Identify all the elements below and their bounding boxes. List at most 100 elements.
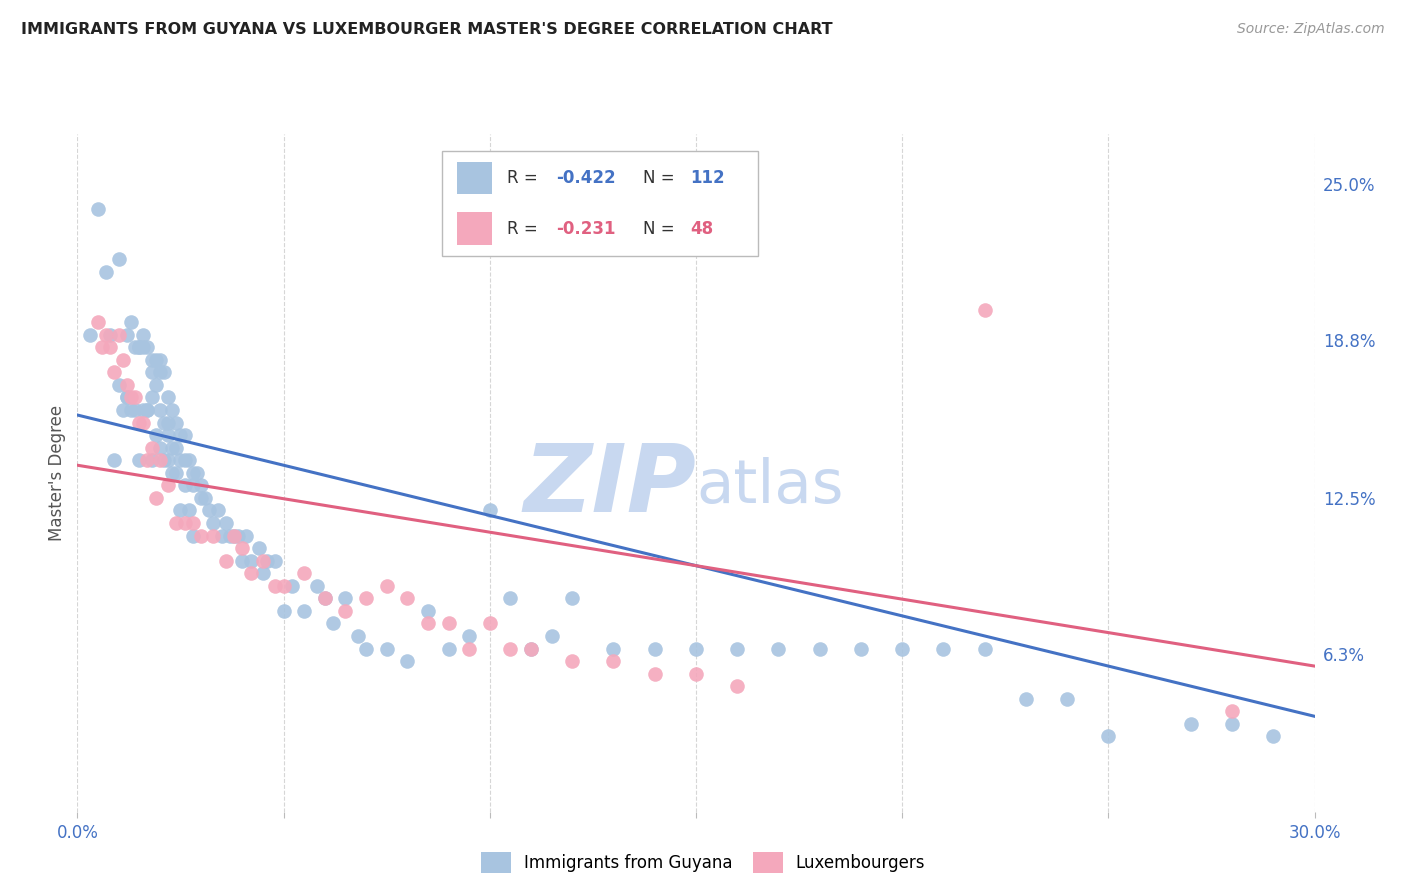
Legend: Immigrants from Guyana, Luxembourgers: Immigrants from Guyana, Luxembourgers xyxy=(474,846,932,880)
Point xyxy=(132,403,155,417)
Point xyxy=(165,441,187,455)
Point xyxy=(416,616,439,631)
Point xyxy=(120,403,142,417)
Text: -0.231: -0.231 xyxy=(557,219,616,237)
Point xyxy=(437,616,460,631)
Text: atlas: atlas xyxy=(696,457,844,516)
Point xyxy=(194,491,217,505)
Point xyxy=(1220,716,1243,731)
Point xyxy=(561,654,583,668)
Point xyxy=(222,528,245,542)
Point xyxy=(520,641,543,656)
Point xyxy=(396,591,419,606)
Point xyxy=(165,466,187,480)
Point xyxy=(478,616,501,631)
Point xyxy=(157,416,180,430)
Point xyxy=(169,503,191,517)
Point xyxy=(231,554,253,568)
Point xyxy=(160,403,183,417)
Point xyxy=(132,340,155,354)
Point xyxy=(141,391,163,405)
Point xyxy=(644,641,666,656)
Point xyxy=(87,315,110,329)
Point xyxy=(136,403,159,417)
Text: IMMIGRANTS FROM GUYANA VS LUXEMBOURGER MASTER'S DEGREE CORRELATION CHART: IMMIGRANTS FROM GUYANA VS LUXEMBOURGER M… xyxy=(21,22,832,37)
Point xyxy=(247,541,270,555)
Point xyxy=(91,340,114,354)
Point xyxy=(157,478,180,492)
Text: R =: R = xyxy=(506,169,543,187)
Point xyxy=(107,327,129,342)
Point xyxy=(149,365,172,379)
Point xyxy=(115,391,138,405)
Point xyxy=(96,327,118,342)
FancyBboxPatch shape xyxy=(443,151,758,256)
Point xyxy=(520,641,543,656)
Point xyxy=(239,566,262,581)
Point xyxy=(437,641,460,656)
Point xyxy=(153,416,176,430)
Point xyxy=(1180,716,1202,731)
Point xyxy=(239,554,262,568)
Point xyxy=(256,554,278,568)
Point xyxy=(87,202,110,216)
Point xyxy=(120,391,142,405)
Point xyxy=(346,629,368,643)
Point xyxy=(292,566,315,581)
Point xyxy=(136,403,159,417)
Point xyxy=(215,516,238,530)
Point xyxy=(165,416,187,430)
Point xyxy=(124,391,146,405)
Point xyxy=(79,327,101,342)
Point xyxy=(849,641,872,656)
Point xyxy=(190,491,212,505)
Point xyxy=(141,441,163,455)
Point xyxy=(145,428,167,442)
Text: N =: N = xyxy=(643,169,679,187)
Point xyxy=(252,554,274,568)
Point xyxy=(644,666,666,681)
Point xyxy=(124,340,146,354)
Point xyxy=(157,391,180,405)
Point xyxy=(561,591,583,606)
Point xyxy=(128,340,150,354)
Point xyxy=(157,453,180,467)
Point xyxy=(190,528,212,542)
Point xyxy=(768,641,790,656)
FancyBboxPatch shape xyxy=(457,212,492,244)
Point xyxy=(305,579,328,593)
Point xyxy=(173,478,195,492)
Point xyxy=(540,629,562,643)
Point xyxy=(124,403,146,417)
Point xyxy=(231,541,253,555)
Point xyxy=(186,466,208,480)
Point xyxy=(235,528,257,542)
Point xyxy=(396,654,419,668)
Point xyxy=(215,554,238,568)
Point xyxy=(354,591,377,606)
Point xyxy=(141,352,163,367)
Point xyxy=(141,365,163,379)
Point xyxy=(725,641,748,656)
Point xyxy=(160,466,183,480)
Point xyxy=(115,377,138,392)
Point xyxy=(173,516,195,530)
Point xyxy=(177,453,200,467)
Point xyxy=(335,591,357,606)
Point xyxy=(111,403,134,417)
Point xyxy=(375,579,398,593)
Point xyxy=(1097,730,1119,744)
Point xyxy=(685,666,707,681)
Text: 112: 112 xyxy=(690,169,724,187)
Text: Source: ZipAtlas.com: Source: ZipAtlas.com xyxy=(1237,22,1385,37)
Point xyxy=(314,591,336,606)
Point xyxy=(211,528,233,542)
Point xyxy=(145,491,167,505)
Point xyxy=(499,641,522,656)
Point xyxy=(149,352,172,367)
Point xyxy=(891,641,914,656)
Point xyxy=(264,554,287,568)
Point xyxy=(128,453,150,467)
Point xyxy=(808,641,831,656)
Point xyxy=(314,591,336,606)
